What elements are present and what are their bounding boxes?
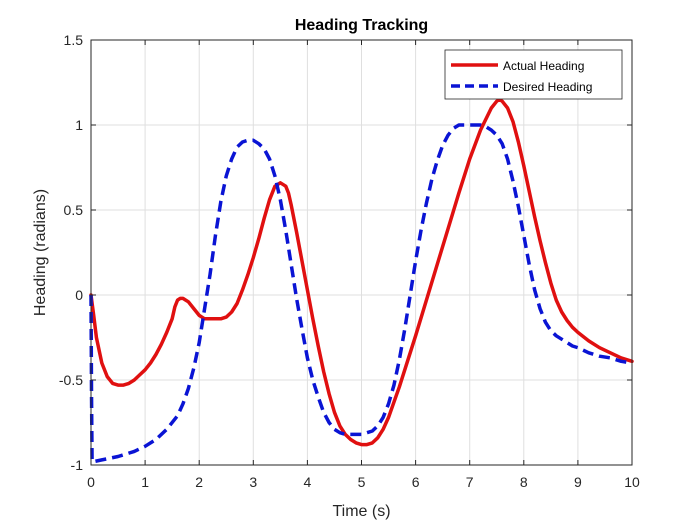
x-tick-label: 2	[195, 474, 203, 490]
y-tick-label: 0	[75, 287, 83, 303]
y-tick-label: -0.5	[59, 372, 83, 388]
x-tick-label: 4	[304, 474, 312, 490]
chart-title: Heading Tracking	[295, 17, 428, 34]
legend-label-actual-heading: Actual Heading	[503, 59, 584, 73]
x-tick-label: 3	[249, 474, 257, 490]
y-axis-label: Heading (radians)	[32, 189, 49, 316]
series-line-actual-heading	[89, 97, 634, 447]
x-tick-label: 1	[141, 474, 149, 490]
tick-labels: 0 1 2 3 4 5 6 7 8 9 10 -1 -0.5 0 0.5 1 1.5	[59, 32, 640, 490]
legend-label-desired-heading: Desired Heading	[503, 80, 592, 94]
tick-marks	[90, 39, 633, 466]
y-tick-label: 1	[75, 117, 83, 133]
x-tick-label: 9	[574, 474, 582, 490]
legend-box	[444, 49, 623, 100]
x-tick-label: 10	[624, 474, 640, 490]
legend: Actual Heading Desired Heading	[444, 49, 623, 100]
x-tick-label: 6	[412, 474, 420, 490]
y-tick-label: 1.5	[64, 32, 84, 48]
series-line-desired-heading	[89, 123, 633, 464]
x-axis-label: Time (s)	[332, 503, 390, 520]
x-tick-label: 7	[466, 474, 474, 490]
x-tick-label: 0	[87, 474, 95, 490]
series-layer	[89, 97, 634, 464]
x-tick-label: 5	[358, 474, 366, 490]
y-tick-label: -1	[71, 457, 84, 473]
y-tick-label: 0.5	[64, 202, 84, 218]
x-tick-label: 8	[520, 474, 528, 490]
